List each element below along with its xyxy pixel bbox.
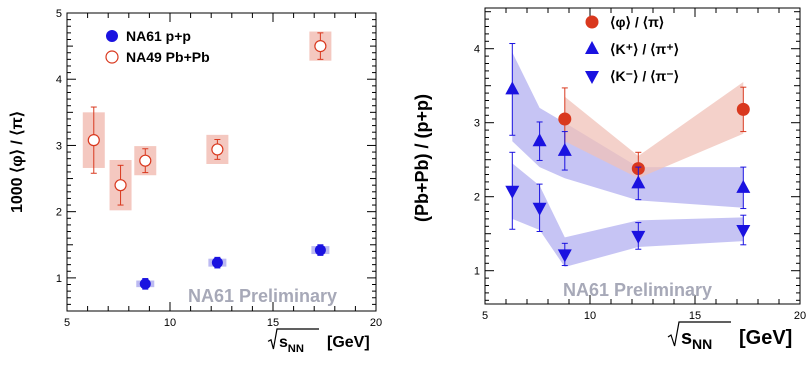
data-point [557, 249, 572, 263]
y-tick-label: 1 [56, 273, 62, 285]
data-point [139, 154, 152, 167]
left-x-axis-label: s NN [GeV] [267, 328, 370, 355]
x-tick-label: 10 [584, 310, 596, 322]
x-label-sub: NN [288, 343, 304, 355]
data-point [532, 202, 547, 216]
left-y-axis-label: 1000 ⟨φ⟩ / ⟨π⟩ [9, 111, 26, 213]
left-legend: NA61 p+p NA49 Pb+Pb [105, 28, 210, 65]
legend-marker [106, 30, 118, 42]
y-tick-label: 1 [474, 266, 480, 278]
right-plot-frame [484, 7, 801, 305]
x-tick-label: 20 [794, 310, 806, 322]
data-point [631, 175, 646, 189]
x-tick-label: 20 [370, 317, 382, 329]
data-point [87, 134, 100, 147]
data-point [532, 133, 547, 147]
x-label-s: s [279, 334, 288, 351]
legend-label: NA61 p+p [126, 28, 191, 44]
x-tick-label: 5 [482, 310, 488, 322]
x-label-unit: [GeV] [327, 334, 370, 351]
sqrt-sign [267, 328, 319, 350]
y-tick-label: 2 [474, 192, 480, 204]
left-preliminary-label: NA61 Preliminary [188, 286, 337, 306]
x-tick-label: 15 [689, 310, 701, 322]
data-point [505, 185, 520, 199]
systematic-band [512, 52, 744, 208]
y-tick-label: 3 [56, 140, 62, 152]
x-tick-label: 10 [164, 317, 176, 329]
data-point [631, 230, 646, 244]
legend-label: ⟨K⁺⟩ / ⟨π⁺⟩ [610, 41, 679, 57]
right-chart: 5 10 15 20 1 2 3 4 NA61 Preliminary ⟨φ⟩ / ⟨π⟩ ⟨K… [412, 7, 806, 352]
sqrt-sign [667, 321, 731, 347]
y-tick-label: 4 [474, 44, 480, 56]
legend-marker [105, 50, 119, 64]
legend-label: NA49 Pb+Pb [126, 49, 210, 65]
y-tick-label: 3 [474, 118, 480, 130]
right-legend: ⟨φ⟩ / ⟨π⟩ ⟨K⁺⟩ / ⟨π⁺⟩ ⟨K⁻⟩ / ⟨π⁻⟩ [585, 14, 679, 84]
x-label-sub: NN [692, 336, 712, 352]
right-preliminary-label: NA61 Preliminary [563, 280, 712, 300]
data-point [211, 257, 223, 269]
x-label-s: s [681, 327, 692, 349]
right-systematic-bands [512, 52, 744, 267]
left-systematic-boxes [82, 31, 332, 288]
x-tick-label: 15 [267, 317, 279, 329]
right-y-axis-label: (Pb+Pb) / (p+p) [412, 94, 432, 222]
left-data-points [87, 32, 327, 290]
legend-marker [585, 41, 599, 54]
right-data-points [505, 43, 751, 267]
y-tick-label: 4 [56, 74, 62, 86]
legend-label: ⟨K⁻⟩ / ⟨π⁻⟩ [610, 68, 679, 84]
legend-marker [585, 71, 599, 84]
data-point [314, 244, 326, 256]
x-label-unit: [GeV] [739, 327, 792, 349]
right-x-axis-label: s NN [GeV] [667, 321, 792, 352]
systematic-band [564, 82, 744, 179]
legend-label: ⟨φ⟩ / ⟨π⟩ [610, 14, 664, 30]
data-point [558, 112, 572, 126]
data-point [557, 142, 572, 156]
data-point [736, 225, 751, 238]
y-tick-label: 2 [56, 207, 62, 219]
right-axis-ticks: 5 10 15 20 1 2 3 4 [474, 8, 806, 322]
systematic-band [512, 163, 744, 267]
x-tick-label: 5 [64, 317, 70, 329]
legend-marker [585, 15, 599, 29]
y-tick-label: 5 [56, 8, 62, 20]
left-axis-ticks: 5 10 15 20 1 2 3 4 5 [56, 8, 382, 329]
left-plot-frame [66, 12, 377, 312]
data-point [505, 81, 520, 95]
data-point [736, 102, 750, 116]
data-point [736, 179, 751, 193]
data-point [314, 40, 327, 53]
data-point [211, 143, 224, 156]
data-point [114, 179, 127, 192]
data-point [139, 278, 151, 290]
